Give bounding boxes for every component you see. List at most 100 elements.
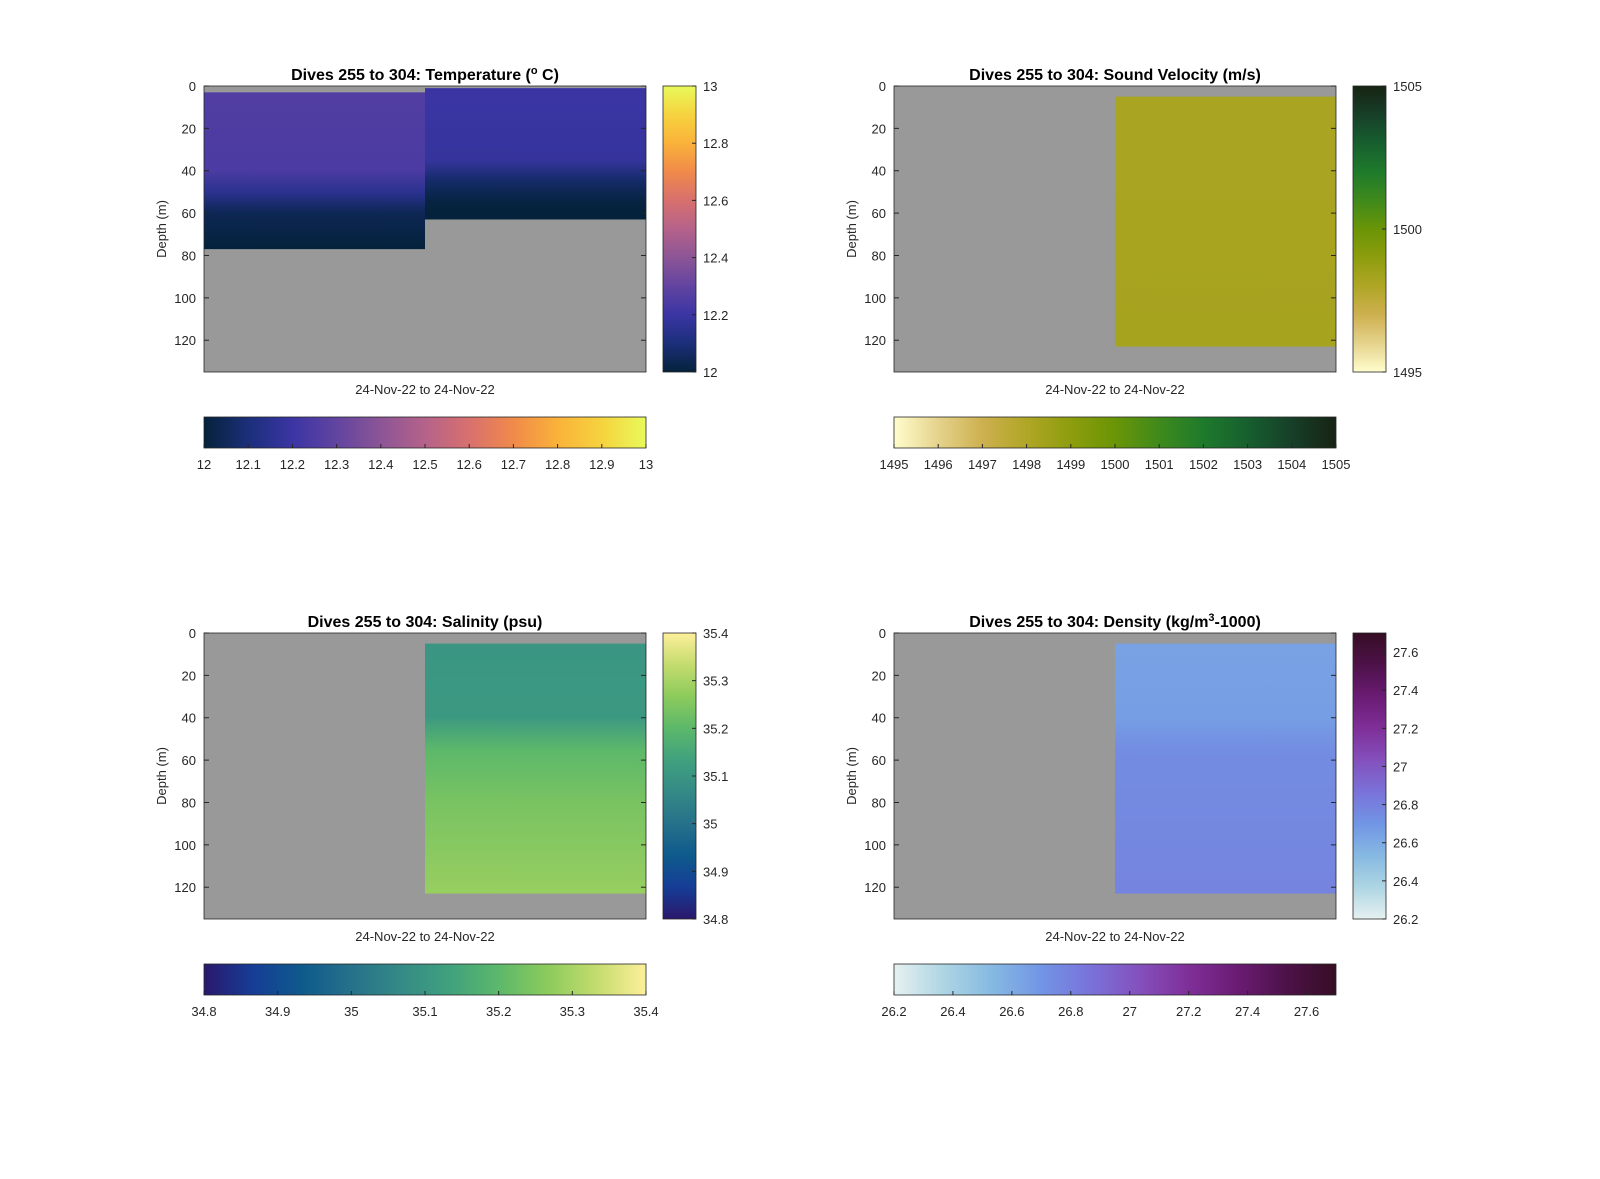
colorbar-vertical: 26.2 26.4 26.6 26.8 27 27.2 27.4 27.6 [1352, 632, 1418, 927]
colorbar-tick-label: 1499 [1056, 457, 1085, 472]
colorbar-tick-label: 27.4 [1393, 683, 1418, 698]
y-tick-label: 100 [864, 838, 886, 853]
colorbar-tick-label: 26.4 [940, 1004, 965, 1019]
colorbar-tick-label: 34.9 [265, 1004, 290, 1019]
colorbar-tick-label: 26.6 [999, 1004, 1024, 1019]
colorbar-tick-label: 35.1 [703, 769, 728, 784]
colorbar-tick-label: 34.8 [191, 1004, 216, 1019]
colorbar-vertical: 1495 1500 1505 [1352, 79, 1422, 380]
colorbar-tick-label: 27.2 [1176, 1004, 1201, 1019]
colorbar-tick-label: 35.2 [703, 721, 728, 736]
colorbar-gradient [662, 632, 697, 920]
x-axis-label: 24-Nov-22 to 24-Nov-22 [1045, 382, 1184, 397]
colorbar-tick-label: 12.9 [589, 457, 614, 472]
panel-2: 0 20 40 60 80 100 120 Dives 255 to 304: Salinit… [154, 614, 728, 1019]
colorbar-tick-label: 1496 [924, 457, 953, 472]
y-axis-label: Depth (m) [154, 747, 169, 805]
y-tick-label: 20 [182, 668, 196, 683]
colorbar-gradient [662, 85, 697, 373]
y-axis-label: Depth (m) [154, 200, 169, 258]
y-tick-label: 20 [182, 121, 196, 136]
colorbar-tick-label: 1500 [1101, 457, 1130, 472]
title-text: Dives 255 to 304: Temperature ( [291, 67, 531, 84]
colorbar-tick-label: 1502 [1189, 457, 1218, 472]
y-tick-label: 60 [182, 753, 196, 768]
colorbar-gradient [203, 963, 647, 996]
title-text-suffix: C) [538, 67, 559, 84]
chart-title: Dives 255 to 304: Sound Velocity (m/s) [969, 67, 1261, 84]
colorbar-tick-label: 12 [197, 457, 211, 472]
data-column [204, 92, 425, 250]
y-tick-label: 120 [174, 880, 196, 895]
y-tick-label: 40 [872, 164, 886, 179]
colorbar-tick-label: 26.8 [1393, 798, 1418, 813]
colorbar-tick-label: 27 [1393, 759, 1407, 774]
colorbar-tick-label: 12.5 [412, 457, 437, 472]
colorbar-tick-label: 35.3 [703, 674, 728, 689]
colorbar-horizontal: 1495 1496 1497 1498 1499 1500 1501 1502 1503 1504… [880, 416, 1351, 472]
colorbar-gradient [203, 416, 647, 449]
axes-frame [893, 85, 1337, 373]
y-tick-label: 80 [182, 795, 196, 810]
colorbar-gradient [893, 963, 1337, 996]
colorbar-tick-label: 1505 [1322, 457, 1351, 472]
colorbar-tick-label: 12.2 [280, 457, 305, 472]
colorbar-vertical: 12 12.2 12.4 12.6 12.8 13 [662, 79, 728, 380]
x-axis-label: 24-Nov-22 to 24-Nov-22 [1045, 929, 1184, 944]
colorbar-tick-label: 35.3 [560, 1004, 585, 1019]
title-superscript: o [531, 65, 538, 77]
y-tick-label: 0 [189, 79, 196, 94]
y-tick-label: 120 [174, 333, 196, 348]
axes-frame [893, 632, 1337, 920]
colorbar-tick-label: 1504 [1277, 457, 1306, 472]
colorbar-tick-label: 12.6 [457, 457, 482, 472]
axes-frame [203, 85, 647, 373]
colorbar-tick-label: 12.6 [703, 193, 728, 208]
y-tick-label: 40 [872, 711, 886, 726]
axes-frame [203, 632, 647, 920]
colorbar-tick-label: 35.1 [412, 1004, 437, 1019]
y-tick-label: 120 [864, 333, 886, 348]
colorbar-horizontal: 26.2 26.4 26.6 26.8 27 27.2 27.4 27.6 [881, 963, 1337, 1019]
colorbar-tick-label: 26.2 [1393, 912, 1418, 927]
data-column [1115, 643, 1336, 894]
title-text-suffix: -1000) [1215, 614, 1261, 631]
colorbar-tick-label: 35.4 [703, 626, 728, 641]
y-tick-label: 60 [182, 206, 196, 221]
colorbar-tick-label: 27 [1122, 1004, 1136, 1019]
colorbar-tick-label: 27.4 [1235, 1004, 1260, 1019]
chart-title: Dives 255 to 304: Temperature (o C) [291, 65, 559, 84]
colorbar-tick-label: 26.8 [1058, 1004, 1083, 1019]
colorbar-tick-label: 12 [703, 365, 717, 380]
y-tick-label: 80 [182, 248, 196, 263]
title-text: Dives 255 to 304: Sound Velocity (m/s) [969, 67, 1261, 84]
colorbar-tick-label: 35.2 [486, 1004, 511, 1019]
colorbar-tick-label: 26.6 [1393, 836, 1418, 851]
y-tick-label: 0 [879, 626, 886, 641]
colorbar-tick-label: 1498 [1012, 457, 1041, 472]
x-axis-label: 24-Nov-22 to 24-Nov-22 [355, 382, 494, 397]
panel-0: 0 20 40 60 80 100 120 Dives 255 to 304: Tempera… [154, 65, 728, 472]
colorbar-tick-label: 12.1 [236, 457, 261, 472]
colorbar-tick-label: 12.7 [501, 457, 526, 472]
colorbar-tick-label: 12.8 [545, 457, 570, 472]
y-axis-label: Depth (m) [844, 747, 859, 805]
y-tick-label: 100 [174, 291, 196, 306]
colorbar-horizontal: 34.8 34.9 35 35.1 35.2 35.3 35.4 [191, 963, 659, 1019]
y-axis-label: Depth (m) [844, 200, 859, 258]
colorbar-tick-label: 1500 [1393, 222, 1422, 237]
panel-1: 0 20 40 60 80 100 120 Dives 255 to 304: Sound V… [844, 67, 1422, 472]
colorbar-gradient [1352, 85, 1387, 373]
y-tick-label: 40 [182, 711, 196, 726]
colorbar-tick-label: 35 [703, 817, 717, 832]
y-tick-label: 60 [872, 753, 886, 768]
data-column [1115, 96, 1336, 347]
panel-3: 0 20 40 60 80 100 120 Dives 255 to 304: Density… [844, 612, 1418, 1019]
title-superscript: 3 [1208, 612, 1214, 624]
colorbar-tick-label: 13 [703, 79, 717, 94]
y-tick-label: 20 [872, 121, 886, 136]
colorbar-tick-label: 26.4 [1393, 874, 1418, 889]
colorbar-gradient [1352, 632, 1387, 920]
colorbar-tick-label: 12.3 [324, 457, 349, 472]
